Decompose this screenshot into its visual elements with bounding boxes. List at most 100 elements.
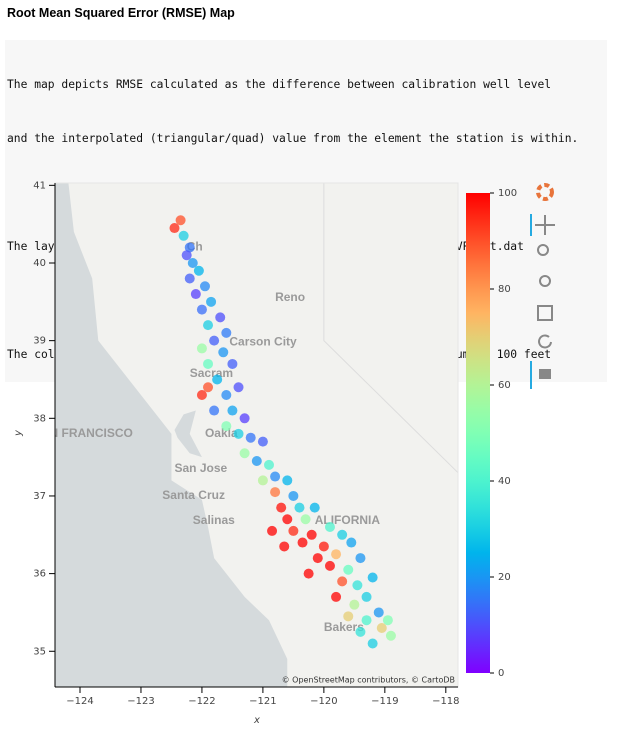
map-label: Oakla: [205, 426, 238, 440]
ocean: [55, 183, 288, 687]
x-tick-label: −120: [310, 696, 337, 707]
well-point: [233, 428, 244, 439]
well-point: [227, 405, 238, 416]
map-label: N FRANCISCO: [50, 426, 133, 440]
well-point: [312, 553, 323, 564]
colorbar: [466, 193, 490, 673]
well-point: [190, 289, 201, 300]
well-point: [203, 358, 214, 369]
well-point: [184, 273, 195, 284]
y-tick-label: 40: [33, 258, 46, 269]
well-point: [169, 223, 180, 234]
well-point: [178, 230, 189, 241]
description-line: and the interpolated (triangular/quad) v…: [7, 132, 579, 145]
pan-tool[interactable]: [535, 215, 555, 235]
x-tick-label: −124: [66, 696, 93, 707]
well-point: [367, 638, 378, 649]
well-point: [355, 553, 366, 564]
y-tick-label: 36: [33, 569, 46, 580]
toolbar: [530, 183, 555, 389]
well-point: [306, 529, 317, 540]
heading: Root Mean Squared Error (RMSE) Map: [7, 6, 235, 20]
well-point: [270, 471, 281, 482]
map-label: Reno: [275, 290, 305, 304]
well-point: [343, 611, 354, 622]
colorbar-tick-label: 40: [498, 476, 511, 487]
bokeh-logo[interactable]: [536, 183, 554, 201]
well-point: [181, 250, 192, 261]
well-point: [203, 320, 214, 331]
map-label: Sacram: [190, 366, 233, 380]
well-point: [215, 312, 226, 323]
well-point: [355, 626, 366, 637]
well-point: [203, 382, 214, 393]
well-point: [233, 382, 244, 393]
well-point: [349, 599, 360, 610]
y-tick-label: 35: [33, 646, 46, 657]
well-point: [251, 456, 262, 467]
well-point: [212, 374, 223, 385]
well-point: [193, 265, 204, 276]
well-point: [221, 390, 232, 401]
well-point: [385, 630, 396, 641]
x-tick-label: −118: [432, 696, 459, 707]
well-point: [257, 436, 268, 447]
x-tick-label: −123: [127, 696, 154, 707]
well-point: [367, 572, 378, 583]
well-point: [227, 358, 238, 369]
well-point: [361, 615, 372, 626]
hover-tool[interactable]: [539, 369, 551, 379]
well-point: [324, 560, 335, 571]
reset-tool[interactable]: [538, 334, 552, 349]
well-point: [196, 343, 207, 354]
well-point: [257, 475, 268, 486]
well-point: [221, 421, 232, 432]
well-point: [376, 622, 387, 633]
colorbar-tick-label: 80: [498, 284, 511, 295]
well-point: [343, 564, 354, 575]
save-tool[interactable]: [537, 305, 553, 321]
well-point: [346, 537, 357, 548]
attribution: © OpenStreetMap contributors, © CartoDB: [282, 676, 455, 685]
wheel-zoom-tool[interactable]: [539, 275, 551, 287]
map-label: Bakers: [324, 620, 364, 634]
well-point: [196, 304, 207, 315]
map-label: Salinas: [193, 513, 235, 527]
colorbar-tick-label: 100: [498, 188, 517, 199]
map[interactable]: Reno Carson City Sacram N FRANCISCO Oakla San…: [43, 178, 458, 698]
box-zoom-tool[interactable]: [537, 244, 549, 256]
bay: [174, 410, 202, 458]
x-tick-label: −122: [188, 696, 215, 707]
well-point: [288, 490, 299, 501]
well-point: [331, 591, 342, 602]
well-point: [267, 525, 278, 536]
well-point: [279, 541, 290, 552]
well-point: [245, 432, 256, 443]
well-point: [221, 327, 232, 338]
well-point: [382, 615, 393, 626]
well-point: [239, 413, 250, 424]
y-tick-label: 37: [33, 491, 46, 502]
well-point: [318, 541, 329, 552]
state-border: [323, 183, 458, 474]
well-point: [276, 502, 287, 513]
y-axis-label: y: [13, 429, 24, 437]
x-axis-label: x: [253, 715, 260, 726]
well-point: [282, 475, 293, 486]
well-point: [352, 580, 363, 591]
well-point: [361, 591, 372, 602]
well-point: [270, 487, 281, 498]
well-point: [294, 502, 305, 513]
well-point: [218, 347, 229, 358]
well-point: [337, 576, 348, 587]
well-point: [206, 296, 217, 307]
map-label: ALIFORNIA: [315, 513, 381, 527]
well-point: [263, 459, 274, 470]
y-tick-label: 38: [33, 413, 46, 424]
chart: Reno Carson City Sacram N FRANCISCO Oakla San…: [13, 178, 555, 726]
well-point: [288, 525, 299, 536]
well-point: [297, 537, 308, 548]
well-point: [184, 242, 195, 253]
well-point: [282, 514, 293, 525]
